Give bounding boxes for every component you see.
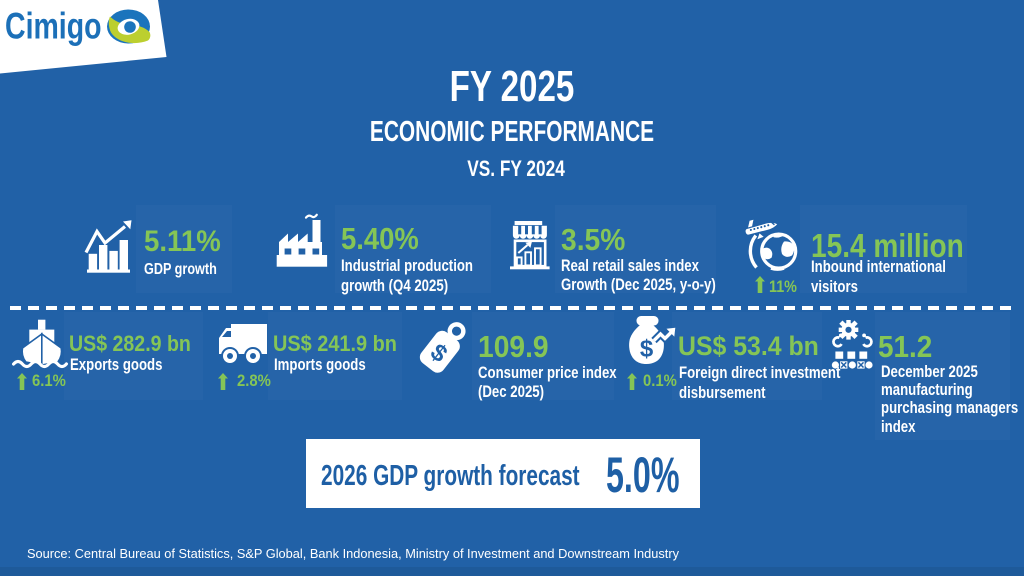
svg-text:Cimigo: Cimigo bbox=[5, 5, 102, 46]
svg-text:$: $ bbox=[640, 336, 654, 363]
